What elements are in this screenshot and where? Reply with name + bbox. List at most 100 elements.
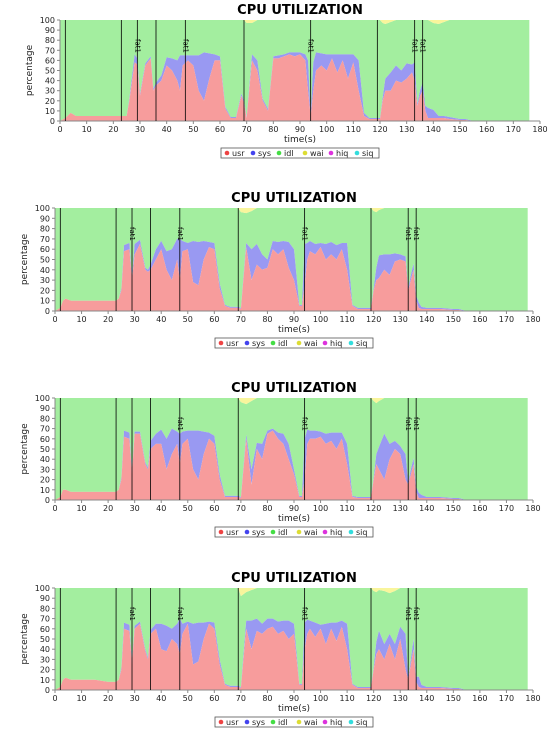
x-tick-label: 50 — [183, 694, 193, 703]
chart-title: CPU UTILIZATION — [231, 381, 357, 396]
series-sys-area — [55, 238, 528, 311]
x-tick-label: 120 — [366, 315, 381, 324]
x-tick-label: 180 — [525, 694, 540, 703]
event-label: fat1 — [176, 227, 184, 241]
y-tick-label: 50 — [40, 256, 50, 265]
y-tick-label: 50 — [45, 67, 55, 76]
y-axis-label: percentage — [20, 613, 30, 665]
x-tick-label: 90 — [289, 315, 299, 324]
legend-label-wai: wai — [304, 339, 318, 348]
legend-marker-usr — [218, 719, 224, 725]
x-tick-label: 130 — [393, 694, 408, 703]
series-idl-area — [55, 398, 528, 500]
y-tick-label: 60 — [40, 435, 50, 444]
y-tick-label: 70 — [45, 46, 55, 55]
y-axis-label: percentage — [20, 233, 30, 285]
y-tick-label: 10 — [45, 107, 55, 116]
legend-label-idl: idl — [278, 339, 288, 348]
chart-title: CPU UTILIZATION — [237, 3, 363, 18]
series-idl-area — [60, 20, 530, 121]
x-tick-label: 40 — [162, 125, 172, 134]
series-sys-area — [55, 618, 528, 690]
x-tick-label: 160 — [479, 125, 494, 134]
x-tick-label: 100 — [313, 504, 328, 513]
y-tick-label: 30 — [40, 465, 50, 474]
y-tick-label: 30 — [45, 87, 55, 96]
legend-marker-hiq — [322, 719, 328, 725]
event-label: fat1 — [133, 39, 141, 53]
x-tick-label: 30 — [135, 125, 145, 134]
x-tick-label: 130 — [399, 125, 414, 134]
legend-label-idl: idl — [284, 149, 294, 158]
y-tick-label: 100 — [35, 584, 50, 593]
x-tick-label: 80 — [268, 125, 278, 134]
x-tick-label: 130 — [393, 315, 408, 324]
x-tick-label: 0 — [52, 504, 57, 513]
event-label: fat1 — [412, 607, 420, 621]
x-tick-label: 50 — [183, 315, 193, 324]
x-tick-label: 60 — [209, 694, 219, 703]
legend-marker-sys — [244, 529, 250, 535]
y-tick-label: 60 — [40, 245, 50, 254]
y-tick-label: 90 — [40, 594, 50, 603]
x-axis-label: time(s) — [278, 704, 310, 714]
y-tick-label: 0 — [45, 307, 50, 316]
x-tick-label: 20 — [103, 315, 113, 324]
x-tick-label: 160 — [472, 694, 487, 703]
legend-marker-usr — [218, 529, 224, 535]
legend-box — [214, 526, 374, 538]
legend-label-idl: idl — [278, 718, 288, 727]
y-tick-label: 100 — [35, 204, 50, 213]
legend-marker-idl — [270, 719, 276, 725]
event-label: fat1 — [128, 607, 136, 621]
y-tick-label: 60 — [45, 56, 55, 65]
y-tick-label: 0 — [45, 686, 50, 695]
x-tick-label: 180 — [532, 125, 547, 134]
y-tick-label: 30 — [40, 276, 50, 285]
x-tick-label: 140 — [419, 315, 434, 324]
x-tick-label: 90 — [289, 694, 299, 703]
legend: usr sys idl wai hiq siq — [214, 337, 374, 349]
x-tick-label: 90 — [295, 125, 305, 134]
event-label: fat1 — [301, 417, 309, 431]
x-tick-label: 10 — [76, 694, 86, 703]
y-tick-label: 50 — [40, 445, 50, 454]
x-tick-label: 60 — [209, 504, 219, 513]
legend-label-sys: sys — [258, 149, 271, 158]
legend-marker-sys — [244, 340, 250, 346]
x-tick-label: 110 — [339, 315, 354, 324]
y-tick-label: 0 — [50, 117, 55, 126]
y-tick-label: 20 — [40, 666, 50, 675]
x-tick-label: 180 — [525, 315, 540, 324]
x-tick-label: 100 — [313, 694, 328, 703]
x-tick-label: 50 — [183, 504, 193, 513]
y-tick-label: 100 — [40, 16, 55, 25]
legend-label-siq: siq — [356, 528, 367, 537]
legend-label-idl: idl — [278, 528, 288, 537]
x-tick-label: 80 — [262, 694, 272, 703]
legend-marker-hiq — [322, 340, 328, 346]
x-tick-label: 110 — [339, 504, 354, 513]
legend-label-wai: wai — [304, 528, 318, 537]
legend-label-wai: wai — [304, 718, 318, 727]
y-tick-label: 80 — [40, 414, 50, 423]
legend-box — [214, 337, 374, 349]
y-tick-label: 10 — [40, 297, 50, 306]
legend-marker-idl — [276, 150, 282, 156]
event-label: fat1 — [307, 39, 315, 53]
y-tick-label: 30 — [40, 655, 50, 664]
y-axis-label: percentage — [25, 44, 35, 96]
series-usr-area — [55, 623, 528, 690]
legend-label-sys: sys — [252, 718, 265, 727]
legend-label-usr: usr — [226, 718, 239, 727]
y-tick-label: 10 — [40, 676, 50, 685]
legend-label-usr: usr — [226, 339, 239, 348]
y-tick-label: 70 — [40, 235, 50, 244]
x-tick-label: 110 — [339, 694, 354, 703]
legend: usr sys idl wai hiq siq — [220, 147, 380, 159]
legend: usr sys idl wai hiq siq — [214, 716, 374, 728]
legend-marker-idl — [270, 340, 276, 346]
y-tick-label: 90 — [40, 214, 50, 223]
